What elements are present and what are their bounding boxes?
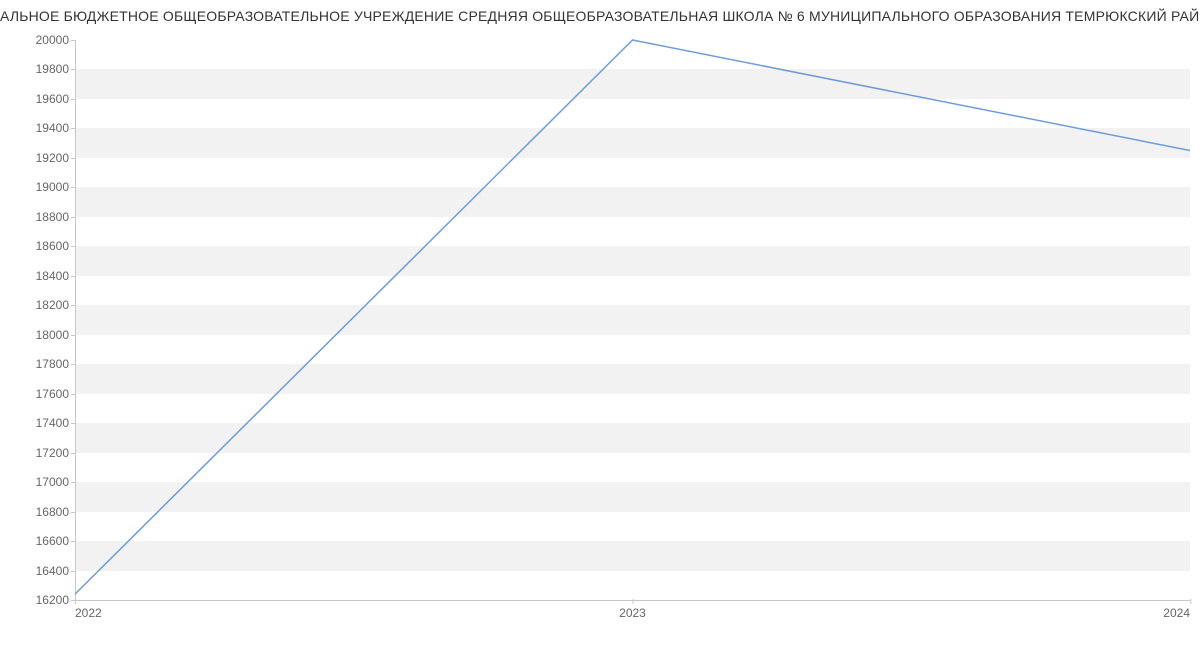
- y-tick-label: 17000: [36, 475, 75, 489]
- y-tick-label: 16200: [36, 593, 75, 607]
- x-tick-label: 2023: [619, 600, 646, 620]
- y-tick-label: 16400: [36, 564, 75, 578]
- plot-area: 1620016400166001680017000172001740017600…: [75, 40, 1190, 600]
- chart-title: АЛЬНОЕ БЮДЖЕТНОЕ ОБЩЕОБРАЗОВАТЕЛЬНОЕ УЧР…: [0, 8, 1200, 24]
- y-tick-label: 17400: [36, 416, 75, 430]
- y-tick-label: 19200: [36, 151, 75, 165]
- line-chart: АЛЬНОЕ БЮДЖЕТНОЕ ОБЩЕОБРАЗОВАТЕЛЬНОЕ УЧР…: [0, 0, 1200, 650]
- y-tick-label: 19000: [36, 180, 75, 194]
- y-tick-label: 20000: [36, 33, 75, 47]
- y-tick-label: 16600: [36, 534, 75, 548]
- y-tick-label: 17600: [36, 387, 75, 401]
- series-line: [75, 40, 1190, 594]
- series-layer: [75, 40, 1190, 600]
- y-tick-label: 18200: [36, 298, 75, 312]
- y-tick-label: 19400: [36, 121, 75, 135]
- y-tick-label: 17200: [36, 446, 75, 460]
- x-tick-label: 2022: [75, 600, 102, 620]
- y-tick-label: 19600: [36, 92, 75, 106]
- y-tick-label: 16800: [36, 505, 75, 519]
- y-tick-label: 17800: [36, 357, 75, 371]
- x-axis-line: [75, 600, 1190, 601]
- x-tick-label: 2024: [1163, 600, 1190, 620]
- y-tick-label: 19800: [36, 62, 75, 76]
- y-tick-label: 18000: [36, 328, 75, 342]
- y-tick-label: 18600: [36, 239, 75, 253]
- y-tick-label: 18400: [36, 269, 75, 283]
- y-tick-label: 18800: [36, 210, 75, 224]
